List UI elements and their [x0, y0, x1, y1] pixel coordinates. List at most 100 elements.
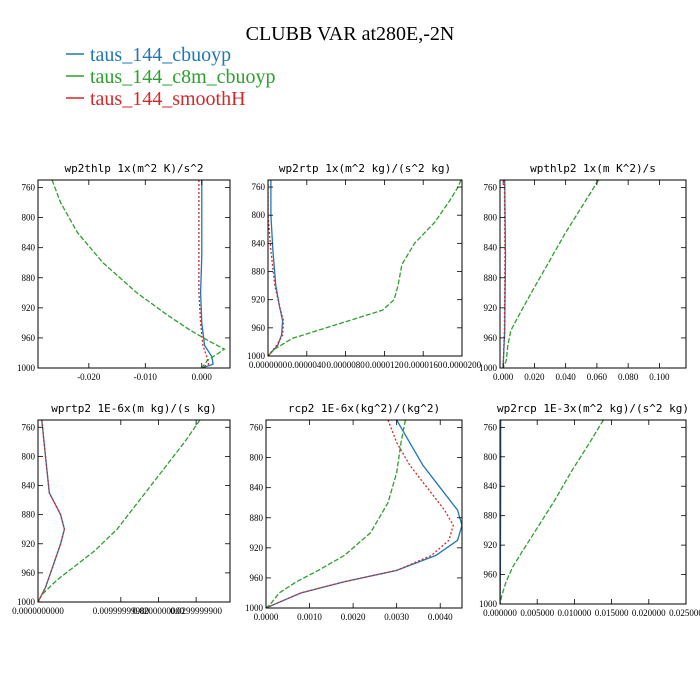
y-tick-label: 960 [484, 333, 498, 343]
y-tick-label: 840 [252, 238, 266, 248]
x-tick-label: 0.005000 [520, 608, 554, 618]
y-tick-label: 960 [252, 323, 266, 333]
x-tick-label: 0.015000 [595, 608, 629, 618]
y-tick-label: 880 [252, 267, 266, 277]
series-line-3 [268, 180, 285, 356]
chart-panel-6: wp2rcp 1E-3x(m^2 kg)/(s^2 kg) 760 800 840 88… [479, 402, 700, 618]
x-tick-label: 0.0010 [297, 612, 322, 622]
legend-entry-cbuoyp: taus_144_cbuoyp [66, 44, 231, 66]
y-tick-label: 800 [484, 452, 498, 462]
y-tick-label: 800 [22, 451, 36, 461]
series-line-3 [266, 420, 455, 608]
legend-label-c8m-cbuoyp: taus_144_c8m_cbuoyp [90, 66, 276, 88]
x-tick-label: 0.0000 [254, 612, 279, 622]
x-tick-label: 0.0000000000 [12, 606, 64, 616]
y-tick-label: 880 [22, 510, 36, 520]
y-tick-label: 1000 [247, 351, 266, 361]
panel-title: wp2rtp 1x(m^2 kg)/(s^2 kg) [279, 162, 451, 175]
y-tick-label: 880 [250, 513, 264, 523]
y-tick-label: 880 [22, 273, 36, 283]
x-tick-label: 0.040 [556, 372, 577, 382]
y-tick-label: 920 [252, 295, 266, 305]
y-tick-label: 800 [22, 213, 36, 223]
x-tick-label: 0.0000000 [249, 360, 288, 370]
series-line-2 [502, 180, 600, 368]
series-line-2 [266, 420, 407, 608]
y-tick-label: 960 [22, 568, 36, 578]
chart-panel-3: wpthlp2 1x(m K^2)/s 760 800 840 880 920 960 100… [479, 162, 687, 382]
y-tick-label: 840 [484, 481, 498, 491]
chart-panel-4: wprtp2 1E-6x(m kg)/(s kg) 760 800 840 880 920… [12, 402, 231, 616]
y-tick-label: 880 [484, 273, 498, 283]
x-tick-label: 0.0000160 [404, 360, 443, 370]
y-tick-label: 800 [484, 213, 498, 223]
series-line-2 [500, 420, 604, 604]
y-tick-label: 760 [252, 182, 266, 192]
series-line-2 [51, 180, 226, 368]
y-tick-label: 760 [22, 183, 36, 193]
panel-title: wprtp2 1E-6x(m kg)/(s kg) [51, 402, 217, 415]
plot-frame [499, 419, 687, 605]
x-tick-label: 0.00999999980 [93, 606, 150, 616]
y-tick-label: 920 [22, 539, 36, 549]
panel-title: rcp2 1E-6x(kg^2)/(kg^2) [288, 402, 440, 415]
y-tick-label: 840 [250, 483, 264, 493]
x-tick-label: 0.100 [649, 372, 670, 382]
legend: taus_144_cbuoyp taus_144_c8m_cbuoyp taus… [66, 44, 276, 110]
x-tick-label: 0.020 [524, 372, 545, 382]
series-line-1 [266, 420, 462, 608]
y-tick-label: 760 [484, 422, 498, 432]
x-tick-label: 0.060 [587, 372, 608, 382]
x-tick-label: 0.0000120 [365, 360, 404, 370]
series-line-2 [268, 180, 462, 356]
chart-panel-2: wp2rtp 1x(m^2 kg)/(s^2 kg) 760 800 840 880 92… [247, 162, 482, 370]
x-tick-label: 0.0299999900 [170, 606, 222, 616]
y-tick-label: 960 [484, 570, 498, 580]
y-tick-label: 840 [484, 243, 498, 253]
x-tick-label: 0.020000 [632, 608, 666, 618]
plot-frame [37, 179, 231, 369]
x-tick-label: 0.0000200 [443, 360, 482, 370]
x-tick-label: 0.0020 [341, 612, 366, 622]
x-tick-label: 0.0000080 [326, 360, 365, 370]
legend-entry-smoothh: taus_144_smoothH [66, 88, 246, 110]
x-tick-label: 0.0200000000 [133, 606, 185, 616]
series-line-2 [38, 420, 201, 602]
panels: wp2thlp 1x(m^2 K)/s^2 760 800 840 880 920 960 1… [12, 162, 700, 622]
x-tick-label: 0.010000 [558, 608, 592, 618]
x-tick-label: -0.010 [134, 372, 158, 382]
y-tick-label: 960 [250, 573, 264, 583]
x-tick-label: 0.000000 [483, 608, 517, 618]
legend-label-cbuoyp: taus_144_cbuoyp [90, 44, 231, 66]
x-tick-label: 0.000 [493, 372, 514, 382]
y-tick-label: 1000 [245, 603, 264, 613]
x-tick-label: -0.020 [77, 372, 101, 382]
y-tick-label: 840 [22, 481, 36, 491]
y-tick-label: 760 [22, 422, 36, 432]
y-tick-label: 920 [250, 543, 264, 553]
x-tick-label: 0.0030 [384, 612, 409, 622]
y-tick-label: 1000 [479, 599, 498, 609]
series-line-3 [38, 420, 66, 602]
y-tick-label: 1000 [17, 363, 36, 373]
x-tick-label: 0.0000040 [288, 360, 327, 370]
series-line-1 [199, 180, 214, 368]
y-tick-label: 960 [22, 333, 36, 343]
legend-entry-c8m-cbuoyp: taus_144_c8m_cbuoyp [66, 66, 276, 88]
x-tick-label: 0.0040 [428, 612, 453, 622]
series-line-1 [38, 420, 66, 602]
chart-panel-1: wp2thlp 1x(m^2 K)/s^2 760 800 840 880 920 960 1… [17, 162, 231, 382]
x-tick-label: 0.000 [192, 372, 213, 382]
y-tick-label: 920 [22, 303, 36, 313]
y-tick-label: 760 [484, 183, 498, 193]
figure-title: CLUBB VAR at280E,-2N [246, 23, 455, 45]
y-tick-label: 840 [22, 243, 36, 253]
plot-frame [37, 419, 231, 603]
chart-panel-5: rcp2 1E-6x(kg^2)/(kg^2) 760 800 840 880 920 96… [245, 402, 463, 622]
x-tick-label: 0.025000 [669, 608, 700, 618]
y-tick-label: 1000 [17, 597, 36, 607]
plot-frame [265, 419, 463, 609]
y-tick-label: 800 [250, 453, 264, 463]
y-tick-label: 920 [484, 303, 498, 313]
